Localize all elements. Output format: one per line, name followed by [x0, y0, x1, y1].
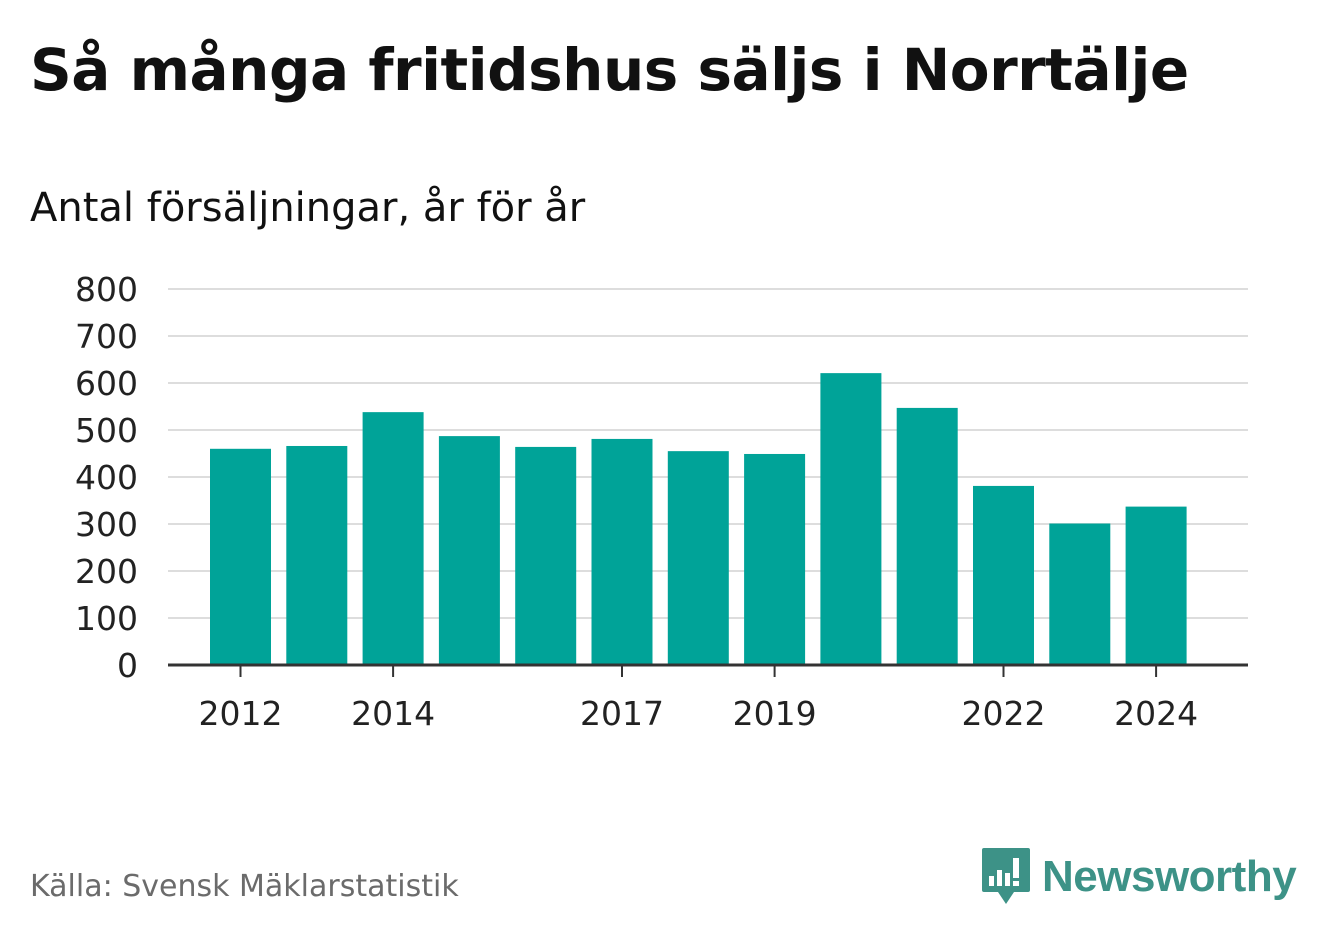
bar-2020 [820, 373, 882, 665]
x-tick-label: 2012 [199, 694, 283, 733]
chart-subtitle: Antal försäljningar, år för år [30, 185, 586, 231]
bar-2014 [362, 412, 424, 665]
y-tick-label: 0 [117, 646, 138, 685]
x-tick-label: 2019 [733, 694, 817, 733]
bar-2017 [591, 438, 653, 665]
y-tick-label: 500 [75, 411, 138, 450]
bars [210, 373, 1187, 665]
x-axis: 2012 2014 2017 2019 2022 2024 [168, 663, 1248, 733]
bar-2022 [973, 485, 1034, 665]
bar-2012 [210, 448, 271, 665]
y-axis-labels: 0 100 200 300 400 500 600 700 800 [75, 270, 138, 685]
bar-2013 [286, 445, 348, 665]
newsworthy-chart-bubble-icon [982, 848, 1030, 904]
bar-2023 [1049, 523, 1111, 665]
y-tick-label: 700 [75, 317, 138, 356]
bar-2015 [438, 436, 500, 665]
y-tick-label: 300 [75, 505, 138, 544]
source-note: Källa: Svensk Mäklarstatistik [30, 869, 459, 904]
y-tick-label: 400 [75, 458, 138, 497]
y-tick-label: 100 [75, 599, 138, 638]
bar-2018 [667, 451, 729, 665]
chart-title: Så många fritidshus säljs i Norrtälje [30, 36, 1189, 104]
y-tick-label: 200 [75, 552, 138, 591]
bar-2016 [515, 446, 577, 665]
brand-logo: Newsworthy [980, 846, 1297, 908]
x-tick-label: 2014 [351, 694, 435, 733]
x-tick-label: 2022 [962, 694, 1046, 733]
x-tick-label: 2024 [1114, 694, 1198, 733]
bar-2024 [1125, 506, 1187, 665]
y-tick-label: 800 [75, 270, 138, 309]
y-tick-label: 600 [75, 364, 138, 403]
x-tick-label: 2017 [580, 694, 664, 733]
bar-2019 [744, 453, 806, 665]
brand-name: Newsworthy [1042, 852, 1297, 901]
bar-2021 [896, 407, 958, 665]
